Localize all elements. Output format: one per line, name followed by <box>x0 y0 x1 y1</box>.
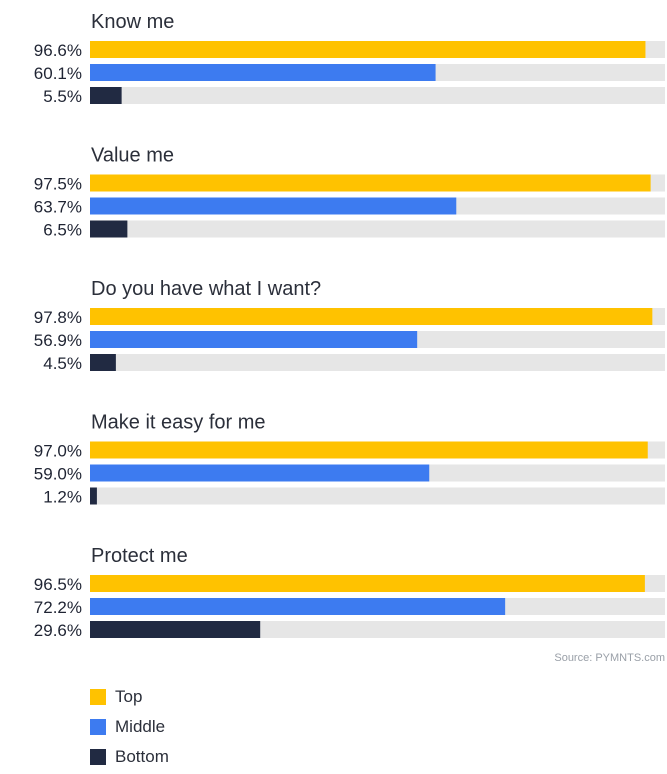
legend-swatch-middle <box>90 719 106 735</box>
data-label: 96.6% <box>34 41 82 60</box>
bar-bottom <box>90 354 116 371</box>
data-label: 97.5% <box>34 175 82 194</box>
data-label: 4.5% <box>43 354 82 373</box>
legend: Top Middle Bottom <box>90 684 169 774</box>
bar-middle <box>90 598 506 615</box>
legend-label-middle: Middle <box>115 717 166 736</box>
bar-top <box>90 575 645 592</box>
data-label: 5.5% <box>43 87 82 106</box>
bar-bottom <box>90 621 261 638</box>
bar-middle <box>90 197 457 215</box>
data-label: 96.5% <box>34 575 82 594</box>
bar-track <box>90 87 665 104</box>
legend-label-bottom: Bottom <box>115 747 169 766</box>
data-label: 97.8% <box>34 308 82 327</box>
bar-middle <box>90 331 418 348</box>
bar-middle <box>90 64 436 81</box>
category-title: Protect me <box>91 545 188 567</box>
data-label: 60.1% <box>34 64 82 83</box>
data-label: 29.6% <box>34 621 82 640</box>
category-title: Value me <box>91 145 174 167</box>
category-title: Make it easy for me <box>91 412 266 434</box>
data-label: 1.2% <box>43 488 82 507</box>
legend-item-bottom: Bottom <box>90 744 169 770</box>
data-label: 56.9% <box>34 331 82 350</box>
bar-top <box>90 41 646 58</box>
source-note: Source: PYMNTS.com <box>554 652 665 664</box>
category-title: Do you have what I want? <box>91 278 321 300</box>
bar-bottom <box>90 220 128 238</box>
bar-track <box>90 487 665 505</box>
data-label: 63.7% <box>34 198 82 217</box>
bar-top <box>90 308 653 325</box>
bar-chart: Know me 96.6% 60.1% 5.5% Value me 97.5% 63.7% 6… <box>34 11 665 640</box>
data-label: 72.2% <box>34 598 82 617</box>
data-label: 6.5% <box>43 221 82 240</box>
data-label: 97.0% <box>34 442 82 461</box>
legend-swatch-bottom <box>90 749 106 765</box>
legend-label-top: Top <box>115 687 143 706</box>
bar-track <box>90 220 665 238</box>
data-label: 59.0% <box>34 465 82 484</box>
bar-bottom <box>90 487 97 505</box>
legend-item-top: Top <box>90 684 169 710</box>
bar-top <box>90 441 648 459</box>
legend-item-middle: Middle <box>90 714 169 740</box>
bar-top <box>90 174 651 192</box>
bar-track <box>90 354 665 371</box>
bar-bottom <box>90 87 122 104</box>
legend-swatch-top <box>90 689 106 705</box>
bar-middle <box>90 464 430 482</box>
category-title: Know me <box>91 11 174 33</box>
